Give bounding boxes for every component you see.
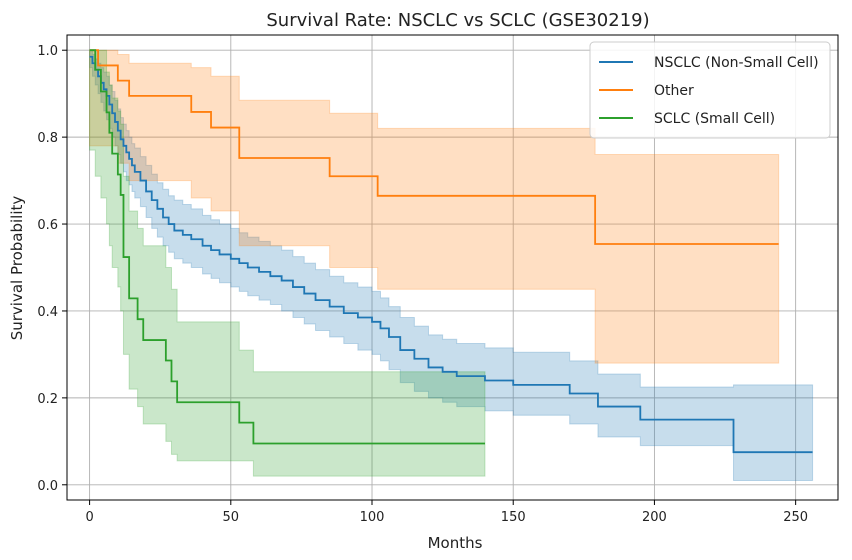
y-tick-label: 0.6 — [37, 218, 58, 233]
chart-title: Survival Rate: NSCLC vs SCLC (GSE30219) — [266, 10, 649, 31]
ci-band-nsclc — [89, 49, 814, 481]
legend-box — [589, 41, 831, 139]
confidence-bands — [89, 49, 814, 481]
y-tick-label: 0.4 — [37, 305, 58, 320]
legend-label-nsclc: NSCLC (Non-Small Cell) — [654, 55, 819, 71]
x-axis-label: Months — [428, 534, 483, 552]
ci-band-other — [89, 49, 780, 364]
x-tick-label: 200 — [642, 510, 667, 525]
ci-band-sclc — [89, 49, 486, 477]
legend-label-sclc: SCLC (Small Cell) — [654, 111, 775, 127]
y-axis-label: Survival Probability — [8, 196, 26, 341]
plot-area — [66, 34, 839, 501]
legend-label-other: Other — [654, 83, 694, 99]
y-tick-label: 0.0 — [37, 479, 58, 494]
survival-curve-other — [89, 49, 779, 245]
x-tick-label: 100 — [360, 510, 385, 525]
x-tick-label: 0 — [85, 510, 93, 525]
x-tick-label: 50 — [223, 510, 240, 525]
legend: NSCLC (Non-Small Cell) Other SCLC (Small… — [589, 41, 831, 139]
y-axis-ticks: 0.0 0.2 0.4 0.6 0.8 1.0 — [37, 44, 67, 494]
x-tick-label: 150 — [501, 510, 526, 525]
x-axis-ticks: 0 50 100 150 200 250 — [85, 500, 808, 525]
survival-curves — [89, 49, 813, 454]
y-tick-label: 1.0 — [37, 44, 58, 59]
survival-curve-sclc — [89, 49, 485, 445]
y-tick-label: 0.8 — [37, 131, 58, 146]
survival-curve-nsclc — [89, 55, 813, 454]
plot-frame — [66, 34, 839, 501]
x-tick-label: 250 — [783, 510, 808, 525]
y-tick-label: 0.2 — [37, 392, 58, 407]
